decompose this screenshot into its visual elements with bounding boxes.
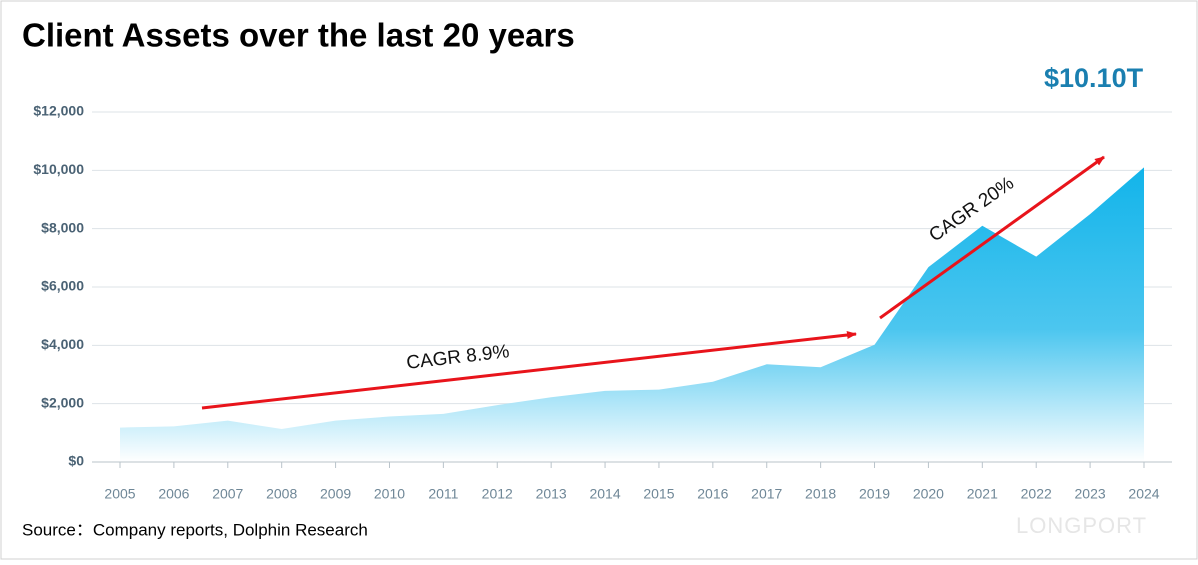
plot-area: $0 $2,000 $4,000 $6,000 $8,000 $10,000 $12,000… (33, 103, 1172, 502)
source-note: Source：Company reports, Dolphin Research (22, 520, 368, 539)
y-tick-label: $10,000 (33, 161, 84, 177)
x-tick-label: 2015 (643, 486, 674, 502)
x-tick-label: 2011 (428, 486, 458, 502)
x-tick-label: 2017 (751, 486, 782, 502)
x-tick-label: 2006 (158, 486, 189, 502)
trend-arrow (879, 155, 1105, 320)
x-tick-label: 2005 (104, 486, 135, 502)
x-tick-label: 2020 (913, 486, 944, 502)
watermark: LONGPORT (1016, 513, 1147, 538)
chart-title: Client Assets over the last 20 years (22, 17, 575, 54)
y-tick-label: $0 (68, 453, 84, 469)
x-tick-label: 2012 (482, 486, 513, 502)
y-tick-label: $4,000 (41, 336, 84, 352)
y-tick-label: $12,000 (33, 103, 84, 119)
y-tick-label: $6,000 (41, 278, 84, 294)
x-tick-label: 2008 (266, 486, 297, 502)
x-tick-label: 2010 (374, 486, 405, 502)
x-tick-label: 2009 (320, 486, 351, 502)
x-tick-label: 2024 (1128, 486, 1159, 502)
x-tick-label: 2016 (697, 486, 728, 502)
x-tick-label: 2014 (589, 486, 620, 502)
x-tick-label: 2019 (859, 486, 890, 502)
annotation: $10.10T (1044, 63, 1144, 93)
y-tick-label: $8,000 (41, 219, 84, 235)
x-tick-label: 2023 (1075, 486, 1106, 502)
x-tick-label: 2021 (967, 486, 998, 502)
x-tick-label: 2018 (805, 486, 836, 502)
x-tick-label: 2022 (1021, 486, 1052, 502)
trend-arrow (201, 331, 857, 410)
area (120, 167, 1144, 462)
x-tick-label: 2013 (536, 486, 567, 502)
y-tick-label: $2,000 (41, 394, 84, 410)
x-tick-label: 2007 (212, 486, 243, 502)
